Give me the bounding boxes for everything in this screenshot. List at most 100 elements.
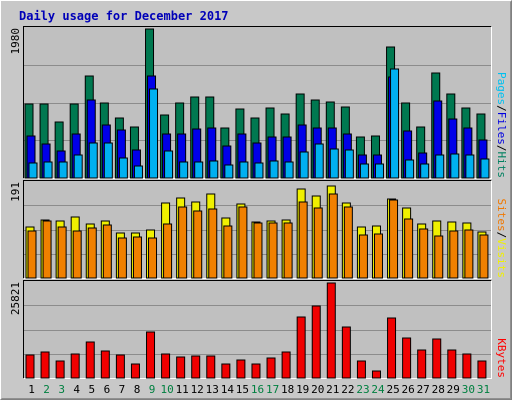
day-label-31: 31 (477, 383, 490, 396)
day-label-5: 5 (88, 383, 95, 396)
bar-pages-day-12 (194, 161, 204, 179)
bar-sites-day-10 (163, 223, 173, 279)
day-label-1: 1 (28, 383, 35, 396)
bar-pages-day-29 (450, 153, 460, 179)
bar-kbytes-day-6 (100, 350, 110, 379)
bar-sites-day-29 (449, 230, 459, 279)
bar-pages-day-19 (299, 151, 309, 179)
day-label-28: 28 (432, 383, 445, 396)
bar-pages-day-7 (118, 157, 128, 179)
bar-pages-day-20 (314, 143, 324, 179)
day-label-2: 2 (43, 383, 50, 396)
bar-pages-day-3 (58, 161, 68, 179)
bar-sites-day-3 (57, 226, 67, 279)
bar-sites-day-26 (404, 218, 414, 279)
bar-kbytes-day-1 (25, 354, 35, 379)
bar-sites-day-1 (27, 230, 37, 279)
bar-kbytes-day-3 (55, 360, 65, 379)
chart-title: Daily usage for December 2017 (19, 9, 229, 23)
day-labels: 1 2 3 4 5 6 7 8 9 10 11 12 13 14 15 16 17 18 19 20 21 22 23 24 2… (28, 383, 490, 396)
day-label-18: 18 (281, 383, 294, 396)
series-pages (28, 68, 490, 179)
bar-kbytes-day-23 (356, 360, 366, 379)
bar-sites-day-28 (434, 235, 444, 279)
bar-sites-day-18 (283, 222, 293, 279)
bar-kbytes-day-14 (221, 363, 231, 379)
bar-sites-day-4 (72, 230, 82, 279)
day-label-7: 7 (119, 383, 126, 396)
bar-sites-day-2 (42, 220, 52, 279)
bar-kbytes-day-11 (176, 356, 186, 379)
axis-max-label: 1980 (9, 28, 22, 55)
bar-kbytes-day-2 (40, 351, 50, 379)
bar-pages-day-21 (329, 148, 339, 179)
day-label-3: 3 (58, 383, 65, 396)
bar-sites-day-8 (132, 236, 142, 279)
bar-kbytes-day-7 (115, 354, 125, 379)
bar-kbytes-day-30 (462, 353, 472, 379)
bar-sites-day-30 (464, 229, 474, 279)
day-label-8: 8 (134, 383, 141, 396)
axis-max-label: 25821 (9, 282, 22, 315)
day-label-20: 20 (311, 383, 324, 396)
legend-separator: / (495, 145, 508, 152)
bar-pages-day-2 (43, 161, 53, 179)
bar-kbytes-day-10 (161, 353, 171, 379)
panel-legend: KBytes (495, 338, 508, 378)
day-label-19: 19 (296, 383, 309, 396)
bar-kbytes-day-25 (387, 317, 397, 379)
bar-sites-day-15 (238, 206, 248, 279)
bar-pages-day-9 (149, 88, 159, 179)
bar-sites-day-19 (298, 201, 308, 279)
bar-pages-day-8 (133, 165, 143, 179)
bar-kbytes-day-16 (251, 363, 261, 379)
bar-pages-day-28 (435, 154, 445, 179)
bar-pages-day-30 (465, 154, 475, 179)
legend-separator: / (495, 105, 508, 112)
bar-kbytes-day-27 (417, 349, 427, 379)
bar-kbytes-day-4 (70, 353, 80, 379)
bar-sites-day-22 (343, 206, 353, 279)
legend-files: Files (495, 112, 508, 145)
bar-kbytes-day-13 (206, 355, 216, 379)
axis-max-label: 191 (9, 182, 22, 202)
bar-sites-day-23 (358, 234, 368, 279)
day-label-26: 26 (401, 383, 414, 396)
day-label-10: 10 (160, 383, 173, 396)
bar-pages-day-22 (344, 149, 354, 179)
bar-pages-day-31 (480, 158, 490, 179)
bar-kbytes-day-22 (341, 326, 351, 379)
bar-sites-day-7 (117, 237, 127, 279)
bar-pages-day-27 (420, 163, 430, 179)
bar-pages-day-1 (28, 162, 38, 179)
day-label-24: 24 (371, 383, 385, 396)
bar-pages-day-14 (224, 164, 234, 179)
bar-kbytes-day-28 (432, 338, 442, 379)
legend-pages: Pages (495, 72, 508, 105)
bar-sites-day-20 (313, 207, 323, 279)
bar-sites-day-14 (223, 225, 233, 279)
bar-kbytes-day-26 (402, 337, 412, 379)
day-label-25: 25 (386, 383, 399, 396)
day-label-15: 15 (236, 383, 249, 396)
legend-visits: Visits (495, 238, 508, 278)
day-label-21: 21 (326, 383, 339, 396)
bar-sites-day-31 (479, 234, 489, 279)
bar-pages-day-23 (359, 163, 369, 179)
bar-kbytes-day-12 (191, 355, 201, 379)
day-label-22: 22 (341, 383, 354, 396)
legend-hits: Hits (495, 152, 508, 179)
bar-kbytes-day-15 (236, 359, 246, 379)
panel-border-dark (23, 26, 492, 179)
bar-kbytes-day-24 (371, 370, 381, 379)
day-label-6: 6 (104, 383, 111, 396)
bar-sites-day-27 (419, 228, 429, 279)
bar-sites-day-17 (268, 222, 278, 279)
bar-pages-day-16 (254, 162, 264, 179)
bar-sites-day-16 (253, 222, 263, 279)
bar-pages-day-25 (390, 68, 400, 179)
series-kbytes (25, 282, 487, 379)
